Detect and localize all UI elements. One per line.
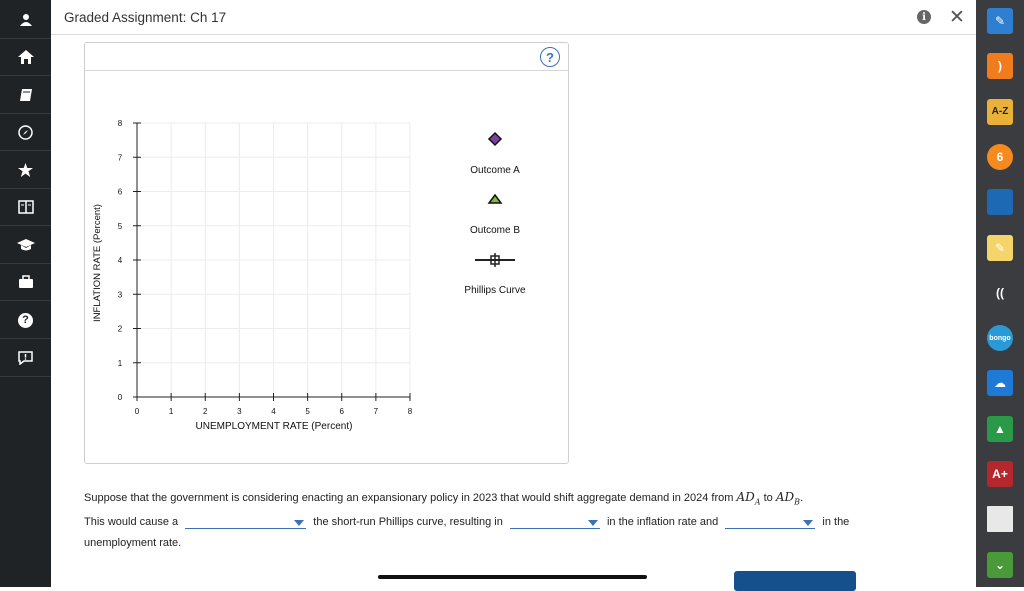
phillips-curve-marker[interactable] — [475, 253, 515, 267]
question-part4: in the inflation rate and — [606, 516, 719, 529]
ad-a-label: ADA — [736, 490, 761, 507]
outcome-a-marker[interactable] — [487, 131, 503, 147]
graph-panel: ? 0 1 2 3 4 5 6 7 8 0 1 2 3 4 5 6 7 8 UNEMPLOYMENT RATE (… — [84, 42, 569, 464]
question-part5: in the — [822, 516, 850, 529]
panel-header: ? — [85, 43, 568, 71]
feedback-icon[interactable] — [0, 340, 51, 377]
home-icon[interactable] — [0, 39, 51, 76]
google-drive-tool-icon[interactable]: ▲ — [987, 415, 1013, 442]
outcome-b-marker[interactable] — [487, 193, 503, 204]
briefcase-icon[interactable] — [0, 264, 51, 301]
y-tick-label: 4 — [118, 256, 123, 265]
bongo-tool-icon[interactable]: bongo — [987, 325, 1013, 352]
x-axis-label: UNEMPLOYMENT RATE (Percent) — [196, 421, 353, 432]
x-tick-label: 6 — [340, 407, 345, 416]
x-tick-label: 0 — [135, 407, 140, 416]
x-tick-label: 3 — [237, 407, 242, 416]
x-tick-label: 4 — [271, 407, 276, 416]
info-icon[interactable]: i — [917, 10, 931, 24]
help-icon[interactable]: ? — [0, 302, 51, 339]
question-intro: Suppose that the government is consideri… — [84, 492, 734, 504]
x-tick-label: 1 — [169, 407, 174, 416]
rss-tool-icon[interactable]: ) — [987, 53, 1013, 80]
question-text: Suppose that the government is consideri… — [84, 490, 850, 550]
aplia-tool-icon[interactable]: A+ — [987, 461, 1013, 487]
scroll-indicator[interactable] — [378, 575, 647, 579]
close-icon[interactable]: ✕ — [949, 7, 965, 28]
to-word: to — [763, 492, 773, 504]
question-part2: This would cause a — [84, 516, 179, 529]
chevron-down-icon — [803, 520, 814, 527]
x-tick-label: 2 — [203, 407, 208, 416]
x-tick-label: 5 — [305, 407, 310, 416]
ad-b-label: ADB — [775, 490, 801, 507]
x-tick-label: 7 — [374, 407, 379, 416]
y-tick-label: 0 — [118, 393, 123, 402]
shift-direction-dropdown[interactable] — [185, 515, 307, 530]
check-my-work-button[interactable] — [734, 571, 856, 591]
profile-icon[interactable] — [0, 2, 51, 39]
chevron-down-icon — [587, 520, 598, 527]
glossary-tool-icon[interactable]: A-Z — [987, 98, 1013, 125]
sync-tool-icon[interactable]: 6 — [987, 143, 1013, 170]
phillips-curve-label: Phillips Curve — [464, 285, 526, 296]
tools-sidebar: ✎) A-Z 6 ✎ (( bongo ☁ ▲ A+ ⌄ — [976, 0, 1024, 587]
notes-tool-icon[interactable]: ✎ — [987, 234, 1013, 261]
library-icon[interactable] — [0, 189, 51, 226]
star-icon[interactable] — [0, 152, 51, 189]
onedrive-tool-icon[interactable]: ☁ — [987, 370, 1013, 397]
y-tick-label: 6 — [118, 188, 123, 197]
y-tick-label: 2 — [118, 325, 123, 334]
page-title: Graded Assignment: Ch 17 — [64, 10, 227, 25]
graduation-cap-icon[interactable] — [0, 227, 51, 264]
chevron-down-icon — [294, 520, 305, 527]
outcome-b-label: Outcome B — [469, 225, 521, 236]
book-icon[interactable] — [0, 77, 51, 114]
inflation-change-dropdown[interactable] — [509, 515, 600, 530]
unemployment-change-dropdown[interactable] — [725, 515, 816, 530]
flashcards-tool-icon[interactable] — [987, 506, 1013, 533]
readspeaker-tool-icon[interactable]: (( — [987, 279, 1013, 306]
y-tick-label: 1 — [118, 359, 123, 368]
y-tick-label: 5 — [118, 222, 123, 231]
x-tick-label: 8 — [408, 407, 413, 416]
phillips-curve-chart[interactable]: 0 1 2 3 4 5 6 7 8 0 1 2 3 4 5 6 7 8 UNEMPLOYMENT RATE (Pe… — [85, 71, 568, 464]
top-bar: Graded Assignment: Ch 17 i ✕ — [51, 0, 976, 35]
outcome-a-label: Outcome A — [470, 165, 520, 176]
y-tick-label: 3 — [118, 290, 123, 299]
y-axis-label: INFLATION RATE (Percent) — [92, 204, 103, 322]
question-part3: the short-run Phillips curve, resulting … — [313, 516, 503, 529]
question-part6: unemployment rate. — [84, 537, 182, 550]
expand-tool-icon[interactable]: ⌄ — [987, 551, 1013, 578]
y-tick-label: 8 — [118, 119, 123, 128]
y-tick-label: 7 — [118, 153, 123, 162]
left-navigation: ? — [0, 0, 51, 587]
highlighter-tool-icon[interactable]: ✎ — [987, 8, 1013, 34]
compass-icon[interactable] — [0, 114, 51, 151]
graph-help-icon[interactable]: ? — [540, 47, 560, 67]
notebook-tool-icon[interactable] — [987, 189, 1013, 216]
